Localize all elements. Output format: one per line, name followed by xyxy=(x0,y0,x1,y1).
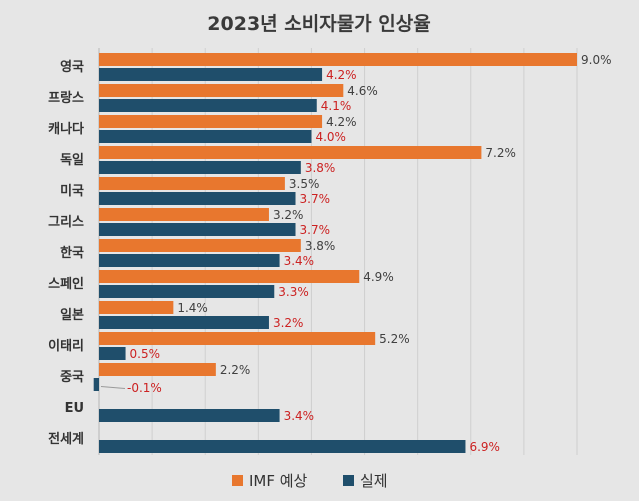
bar-imf xyxy=(99,363,216,376)
bar-actual xyxy=(99,192,296,205)
chart-title: 2023년 소비자물가 인상율 xyxy=(207,13,430,35)
bar-imf xyxy=(99,332,376,345)
data-label-imf: 3.2% xyxy=(273,208,304,222)
category-label: 영국 xyxy=(60,60,84,75)
data-label-imf: 3.8% xyxy=(305,239,336,253)
bar-imf xyxy=(99,84,344,97)
category-label: 일본 xyxy=(60,308,84,323)
category-label: 그리스 xyxy=(48,214,84,230)
legend: IMF 예상 실제 xyxy=(232,472,388,490)
legend-swatch-imf xyxy=(232,475,243,486)
bar-imf xyxy=(99,239,301,252)
bar-imf xyxy=(99,301,174,314)
bar-actual xyxy=(99,223,296,236)
bar-imf xyxy=(99,270,360,283)
bar-actual xyxy=(99,254,280,267)
category-label: 전세계 xyxy=(48,431,84,447)
data-label-actual: 3.7% xyxy=(300,223,331,237)
bar-imf xyxy=(99,177,285,190)
data-label-actual: 3.8% xyxy=(305,161,336,175)
data-label-actual: 4.1% xyxy=(321,99,352,113)
data-label-imf: 5.2% xyxy=(379,332,410,346)
bar-actual xyxy=(99,409,280,422)
bar-actual xyxy=(93,378,99,391)
data-label-actual: 6.9% xyxy=(469,440,500,454)
data-label-imf: 1.4% xyxy=(177,301,208,315)
bar-actual xyxy=(99,68,323,81)
bars: 9.0%4.2%4.6%4.1%4.2%4.0%7.2%3.8%3.5%3.7%… xyxy=(93,53,612,454)
bar-actual xyxy=(99,130,312,143)
category-label: 중국 xyxy=(60,370,84,385)
bar-imf xyxy=(99,208,269,221)
data-label-actual: -0.1% xyxy=(127,381,162,395)
data-label-imf: 4.2% xyxy=(326,115,357,129)
label-leader-line xyxy=(100,386,126,389)
bar-actual xyxy=(99,285,275,298)
data-label-imf: 9.0% xyxy=(581,53,612,67)
data-label-actual: 4.2% xyxy=(326,68,357,82)
bar-actual xyxy=(99,440,466,453)
category-label: 독일 xyxy=(60,153,84,168)
legend-swatch-actual xyxy=(343,475,354,486)
legend-label-actual: 실제 xyxy=(360,472,388,490)
category-label: 스페인 xyxy=(48,276,84,292)
data-label-actual: 3.4% xyxy=(284,254,315,268)
bar-imf xyxy=(99,53,577,66)
category-label: 한국 xyxy=(60,245,84,261)
data-label-imf: 3.5% xyxy=(289,177,320,191)
bar-actual xyxy=(99,99,317,112)
data-label-imf: 4.6% xyxy=(347,84,378,98)
bar-actual xyxy=(99,316,269,329)
category-label: 캐나다 xyxy=(48,121,84,137)
data-label-imf: 2.2% xyxy=(220,363,251,377)
bar-actual xyxy=(99,161,301,174)
bar-actual xyxy=(99,347,126,360)
data-label-actual: 3.3% xyxy=(278,285,309,299)
data-label-actual: 3.4% xyxy=(284,409,315,423)
legend-label-imf: IMF 예상 xyxy=(249,472,308,490)
data-label-actual: 3.7% xyxy=(300,192,331,206)
category-label: 미국 xyxy=(60,183,84,199)
data-label-actual: 0.5% xyxy=(130,347,161,361)
category-label: 프랑스 xyxy=(48,91,84,106)
category-label: 이태리 xyxy=(48,338,84,354)
data-label-imf: 7.2% xyxy=(485,146,516,160)
data-label-actual: 3.2% xyxy=(273,316,304,330)
data-label-actual: 4.0% xyxy=(315,130,346,144)
data-label-imf: 4.9% xyxy=(363,270,394,284)
bar-imf xyxy=(99,146,482,159)
category-label: EU xyxy=(65,401,84,416)
bar-imf xyxy=(99,115,323,128)
